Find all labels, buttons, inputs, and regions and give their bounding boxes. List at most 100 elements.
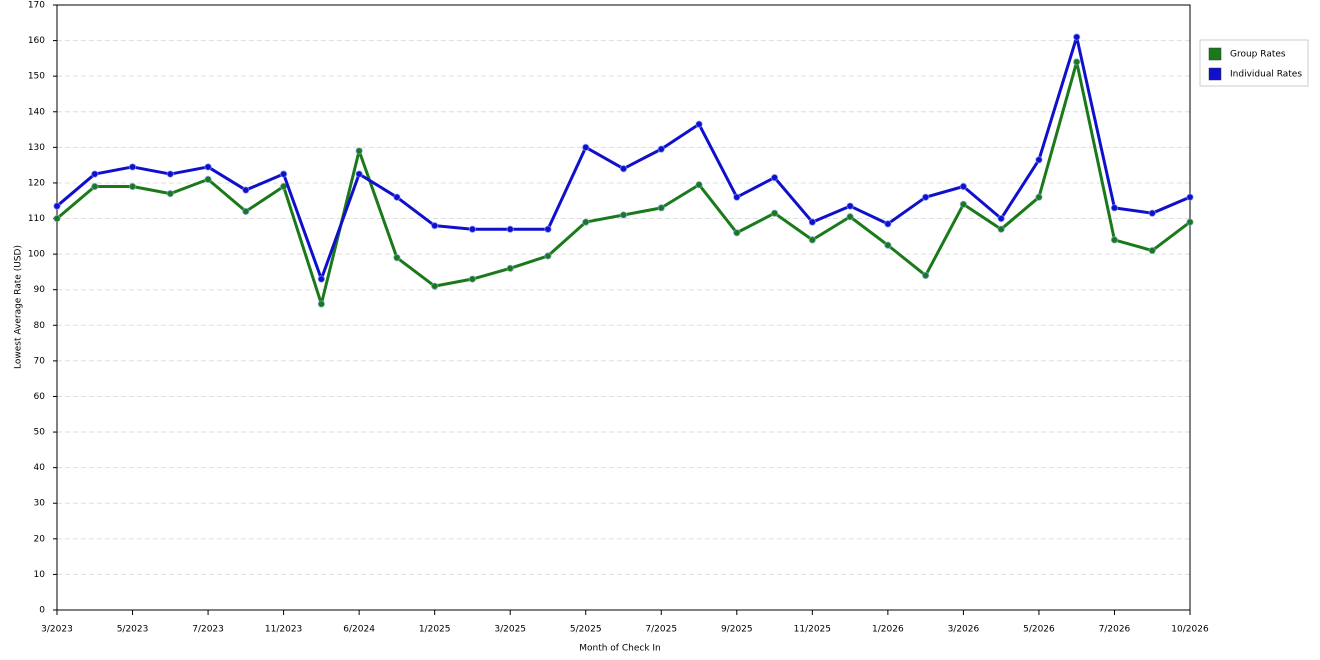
point [166, 189, 175, 198]
point [355, 170, 363, 178]
point [1148, 246, 1156, 255]
point [770, 173, 779, 182]
point [770, 209, 779, 217]
point [430, 282, 439, 290]
point [393, 193, 401, 201]
x-tick-label: 9/2025 [721, 625, 753, 635]
y-tick-label: 50 [34, 428, 46, 438]
y-tick-label: 30 [34, 499, 46, 509]
point [619, 211, 628, 219]
x-tick-label: 10/2026 [1171, 625, 1209, 635]
point [317, 300, 326, 308]
y-tick-label: 10 [34, 570, 46, 580]
point [997, 214, 1005, 223]
point [128, 182, 137, 191]
point [959, 182, 968, 191]
point [279, 170, 288, 178]
y-tick-label: 0 [39, 606, 45, 616]
x-tick-label: 11/2025 [794, 625, 831, 635]
x-tick-label: 6/2024 [343, 625, 375, 635]
point [166, 170, 175, 178]
legend-label: Group Rates [1230, 50, 1286, 60]
y-tick-label: 140 [28, 107, 45, 117]
y-tick-label: 130 [28, 143, 45, 153]
y-tick-label: 160 [28, 36, 45, 46]
point [1035, 193, 1043, 201]
point [884, 241, 892, 249]
point [921, 271, 930, 280]
point [808, 218, 817, 226]
point [544, 252, 552, 260]
x-tick-label: 7/2023 [192, 625, 224, 635]
y-tick-label: 80 [34, 321, 46, 331]
point [884, 220, 892, 228]
point [355, 147, 363, 155]
y-tick-label: 170 [28, 1, 45, 11]
point [1110, 204, 1119, 212]
x-tick-label: 1/2025 [419, 625, 451, 635]
point [1073, 58, 1081, 66]
point [1035, 156, 1043, 164]
point [733, 193, 741, 201]
y-tick-label: 100 [28, 250, 45, 260]
plot-frame [56, 4, 1191, 611]
x-tick-label: 3/2025 [494, 625, 526, 635]
point [619, 165, 628, 173]
y-tick-label: 150 [28, 72, 45, 82]
point [468, 225, 477, 233]
point [91, 170, 99, 178]
y-tick-label: 60 [34, 392, 46, 402]
point [544, 225, 552, 233]
point [128, 163, 137, 171]
x-tick-label: 5/2025 [570, 625, 602, 635]
x-tick-label: 3/2023 [41, 625, 73, 635]
legend-label: Individual Rates [1230, 70, 1302, 80]
point [506, 264, 514, 273]
point [695, 120, 703, 128]
point [506, 225, 514, 233]
x-tick-label: 5/2023 [117, 625, 149, 635]
point [1110, 236, 1119, 244]
x-axis-title: Month of Check In [579, 644, 661, 654]
x-tick-label: 7/2025 [645, 625, 677, 635]
point [91, 182, 99, 191]
point [393, 253, 401, 262]
point [997, 225, 1005, 233]
point [846, 213, 854, 221]
point [959, 200, 968, 208]
point [1073, 33, 1081, 41]
point [1186, 193, 1194, 201]
point [846, 202, 854, 210]
point [204, 175, 212, 184]
y-axis-title: Lowest Average Rate (USD) [14, 245, 24, 369]
x-tick-label: 1/2026 [872, 625, 904, 635]
x-tick-label: 7/2026 [1099, 625, 1131, 635]
point [695, 181, 703, 189]
y-tick-label: 70 [34, 356, 46, 366]
point [242, 186, 250, 194]
point [204, 163, 212, 171]
point [733, 229, 741, 237]
point [657, 145, 665, 153]
point [582, 218, 590, 226]
y-tick-label: 110 [28, 214, 45, 224]
x-tick-label: 5/2026 [1023, 625, 1055, 635]
point [430, 221, 439, 230]
legend-swatch [1208, 47, 1222, 61]
y-tick-label: 120 [28, 178, 45, 188]
y-tick-label: 20 [34, 534, 46, 544]
point [242, 207, 250, 216]
x-tick-label: 11/2023 [265, 625, 302, 635]
point [53, 202, 61, 210]
y-tick-label: 40 [34, 463, 46, 473]
series-line [56, 35, 1191, 281]
point [468, 275, 477, 283]
point [582, 143, 590, 152]
point [657, 204, 665, 212]
point [1186, 218, 1194, 226]
y-tick-label: 90 [34, 285, 46, 295]
legend-swatch [1208, 67, 1222, 81]
point [921, 193, 930, 201]
point [808, 236, 817, 244]
